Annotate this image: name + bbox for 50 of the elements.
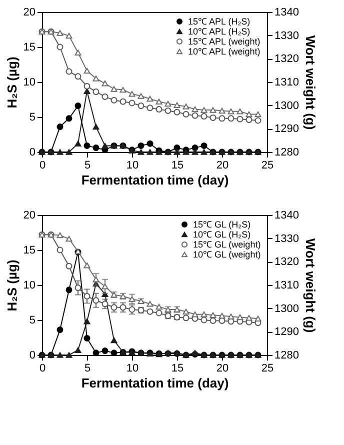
x-tick-label: 20 (216, 160, 229, 172)
x-tick-label: 25 (261, 160, 274, 172)
y2-tick-label: 1290 (274, 326, 299, 338)
y2-axis-title: Wort weight (g) (302, 238, 318, 333)
x-tick-label: 5 (84, 362, 91, 374)
y2-tick-label: 1280 (274, 350, 299, 362)
y-axis-title: H₂S (µg) (4, 56, 20, 108)
y2-tick-label: 1340 (274, 6, 299, 18)
legend-label: 15℃ GL (H₂S) (193, 220, 251, 230)
y-tick-label: 20 (23, 6, 36, 18)
y-tick-label: 20 (23, 210, 36, 222)
y-tick-label: 10 (23, 280, 36, 292)
x-tick-label: 5 (84, 160, 91, 172)
y2-tick-label: 1320 (274, 256, 299, 268)
y-axis-title: H₂S (µg) (4, 260, 20, 312)
y2-tick-label: 1340 (274, 210, 299, 222)
legend-label: 15℃ APL (H₂S) (188, 16, 250, 26)
y-tick-label: 10 (23, 76, 36, 88)
y2-tick-label: 1330 (274, 232, 299, 245)
y-tick-label: 0 (29, 146, 36, 158)
y-tick-label: 5 (29, 112, 36, 124)
x-tick-label: 15 (171, 362, 184, 374)
legend-label: 15℃ GL (weight) (193, 240, 261, 250)
x-tick-label: 10 (126, 160, 139, 172)
x-axis-title: Fermentation time (day) (81, 376, 229, 390)
legend-label: 10℃ GL (weight) (193, 250, 261, 260)
legend-label: 10℃ GL (H₂S) (193, 230, 251, 240)
y2-tick-label: 1280 (274, 146, 299, 158)
y2-tick-label: 1300 (274, 302, 299, 315)
y2-tick-label: 1290 (274, 123, 299, 136)
x-tick-label: 25 (261, 362, 274, 374)
x-tick-label: 10 (126, 362, 139, 374)
legend-label: 15℃ APL (weight) (188, 36, 260, 46)
y-tick-label: 15 (23, 42, 36, 54)
x-tick-label: 15 (171, 160, 184, 172)
y-tick-label: 0 (29, 350, 36, 362)
legend-label: 10℃ APL (H₂S) (188, 26, 250, 36)
y2-tick-label: 1310 (274, 76, 299, 88)
x-axis-title: Fermentation time (day) (81, 172, 229, 188)
y-tick-label: 5 (29, 314, 36, 326)
x-tick-label: 20 (216, 362, 229, 374)
y2-tick-label: 1330 (274, 30, 299, 42)
x-tick-label: 0 (39, 160, 46, 172)
x-tick-label: 0 (39, 362, 46, 374)
y2-tick-label: 1320 (274, 53, 299, 66)
legend-label: 10℃ APL (weight) (188, 46, 260, 56)
y2-tick-label: 1310 (274, 280, 299, 292)
y2-tick-label: 1300 (274, 100, 299, 112)
y-tick-label: 15 (23, 244, 36, 256)
y2-axis-title: Wort weight (g) (302, 35, 318, 130)
